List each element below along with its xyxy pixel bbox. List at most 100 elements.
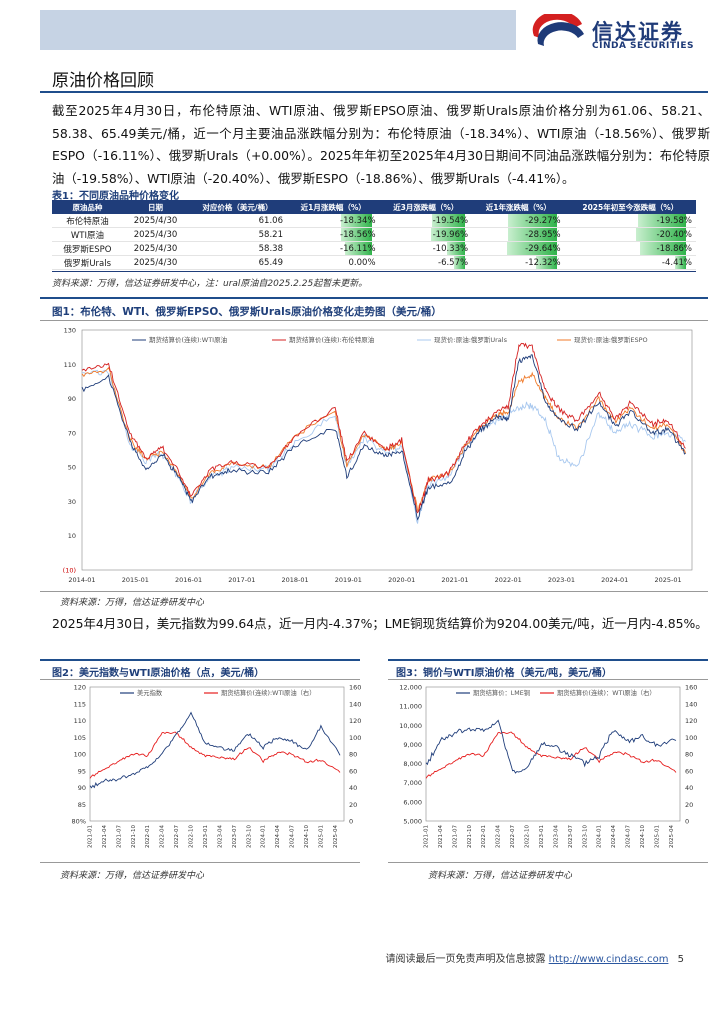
table-cell: -19.96% (379, 227, 473, 242)
table-header-cell: 原油品种 (52, 200, 123, 214)
x-tick-label: 2019-01 (335, 576, 362, 584)
table-cell: 61.06 (188, 214, 287, 228)
oil-price-table: 原油品种 日期 对应价格（美元/桶） 近1月涨跌幅（%） 近3月涨跌幅（%） 近1年涨跌幅… (52, 200, 696, 270)
table-cell: -4.41% (564, 255, 696, 270)
table-cell: 2025/4/30 (122, 227, 189, 242)
y-right-tick-label: 100 (685, 734, 697, 742)
series-line (81, 366, 687, 512)
x-tick-label: 2023-07 (568, 825, 574, 848)
x-tick-label: 2022-10 (525, 825, 531, 848)
change-bar (430, 228, 465, 241)
y-right-tick-label: 140 (685, 700, 697, 708)
x-tick-label: 2022-01 (145, 825, 151, 848)
y-right-tick-label: 140 (349, 700, 361, 708)
x-tick-label: 2023-01 (539, 825, 545, 848)
change-bar (638, 214, 686, 227)
x-tick-label: 2022-10 (189, 825, 195, 848)
legend-label: 期货结算价：LME铜 (473, 688, 530, 697)
section-title: 原油价格回顾 (52, 71, 154, 91)
table-cell: -6.57% (379, 255, 473, 270)
figure2-source: 资料来源：万得，信达证券研发中心 (60, 871, 205, 881)
x-tick-label: 2017-01 (228, 576, 255, 584)
table-row: 俄罗斯ESPO 2025/4/30 58.38 -16.11% -10.33% -29.6… (52, 241, 696, 256)
table-cell: -19.58% (564, 214, 696, 228)
table-cell: -29.27% (472, 214, 565, 228)
oil-price-trend-chart: (10) 10 30 50 70 90 110 130 2014-01 2015-01 2016-0… (63, 327, 693, 584)
figure1-top-rule (40, 297, 708, 299)
y-right-tick-label: 120 (349, 717, 361, 725)
figure2-caption-rule (40, 679, 360, 680)
y-tick-label: 10 (68, 532, 76, 540)
change-bar (674, 256, 686, 269)
y-left-tick-label: 6,000 (403, 798, 422, 806)
y-right-tick-label: 40 (685, 784, 693, 792)
page-footer: 请阅读最后一页免责声明及信息披露 http://www.cindasc.com … (385, 950, 684, 965)
x-tick-label: 2022-01 (495, 576, 522, 584)
table-header-cell: 日期 (122, 200, 189, 214)
logo-english-text: CINDA SECURITIES (592, 41, 694, 51)
table-header-row: 原油品种 日期 对应价格（美元/桶） 近1月涨跌幅（%） 近3月涨跌幅（%） 近1年涨跌幅… (52, 200, 696, 214)
legend-label: 期货结算价(连续):WTI原油（右） (221, 688, 316, 697)
y-left-tick-label: 80% (72, 818, 86, 826)
table-cell: 2025/4/30 (122, 241, 189, 256)
y-left-tick-label: 9,000 (403, 741, 422, 749)
table-cell: 俄罗斯ESPO (52, 241, 123, 256)
change-bar (340, 228, 373, 241)
figure1-bottom-rule (40, 591, 708, 592)
table-header-cell: 对应价格（美元/桶） (188, 200, 287, 214)
footer-website-link[interactable]: http://www.cindasc.com (548, 954, 669, 965)
header-band (40, 10, 516, 50)
x-tick-label: 2024-01 (597, 825, 603, 848)
x-tick-label: 2024-01 (261, 825, 267, 848)
x-tick-label: 2022-01 (481, 825, 487, 848)
series-line (81, 354, 686, 521)
x-tick-label: 2018-01 (282, 576, 309, 584)
series-line-right (425, 731, 677, 779)
change-bar (431, 214, 465, 227)
table-header-cell: 2025年初至今涨跌幅（%） (564, 200, 696, 214)
x-tick-label: 2021-10 (131, 825, 137, 848)
x-tick-label: 2024-10 (304, 825, 310, 848)
legend-label: 现货价:原油:俄罗斯ESPO (574, 335, 648, 344)
x-tick-label: 2023-10 (246, 825, 252, 848)
y-left-tick-label: 7,000 (403, 779, 422, 787)
y-right-tick-label: 20 (349, 801, 357, 809)
x-tick-label: 2025-01 (654, 825, 660, 848)
change-bar (447, 242, 465, 255)
y-right-tick-label: 160 (685, 684, 697, 692)
x-tick-label: 2020-01 (388, 576, 415, 584)
table-cell: 0.00% (286, 255, 380, 270)
table-row: 俄罗斯Urals 2025/4/30 65.49 0.00% -6.57% -12.32%… (52, 255, 696, 270)
dollar-index-wti-chart: 80% 85 90 95 100 105 110 115 120 0 20 40 60 80 100 120 1… (72, 684, 362, 848)
change-bar (640, 242, 686, 255)
figure3-bottom-rule (388, 862, 708, 863)
table-cell: 65.49 (188, 255, 287, 270)
table-cell: -16.11% (286, 241, 380, 256)
series-line-left (425, 719, 677, 774)
table-cell: -20.40% (564, 227, 696, 242)
x-tick-label: 2021-01 (441, 576, 468, 584)
company-logo: 信达证券 CINDA SECURITIES (530, 14, 710, 56)
x-tick-label: 2016-01 (175, 576, 202, 584)
y-tick-label: (10) (63, 567, 76, 575)
change-bar (344, 242, 373, 255)
x-tick-label: 2025-04 (333, 825, 339, 848)
x-tick-label: 2024-10 (640, 825, 646, 848)
figure3-top-rule (388, 659, 708, 661)
table-row: WTI原油 2025/4/30 58.21 -18.56% -19.96% -28.95%… (52, 227, 696, 242)
x-tick-label: 2023-07 (232, 825, 238, 848)
x-tick-label: 2021-01 (424, 825, 430, 848)
x-tick-label: 2021-07 (116, 825, 122, 848)
table1-source: 资料来源：万得，信达证券研发中心，注：ural原油自2025.2.25起暂未更新… (52, 279, 368, 289)
x-tick-label: 2025-01 (654, 576, 681, 584)
legend-label: 美元指数 (137, 688, 163, 697)
table-header-cell: 近3月涨跌幅（%） (379, 200, 473, 214)
x-tick-label: 2023-01 (548, 576, 575, 584)
figure1-caption-rule (40, 320, 708, 321)
table-cell: -29.64% (472, 241, 565, 256)
figure2-caption: 图2：美元指数与WTI原油价格（点，美元/桶） (52, 668, 265, 679)
table-cell: -28.95% (472, 227, 565, 242)
table-cell: 2025/4/30 (122, 214, 189, 228)
y-left-tick-label: 90 (78, 784, 86, 792)
x-tick-label: 2024-07 (626, 825, 632, 848)
